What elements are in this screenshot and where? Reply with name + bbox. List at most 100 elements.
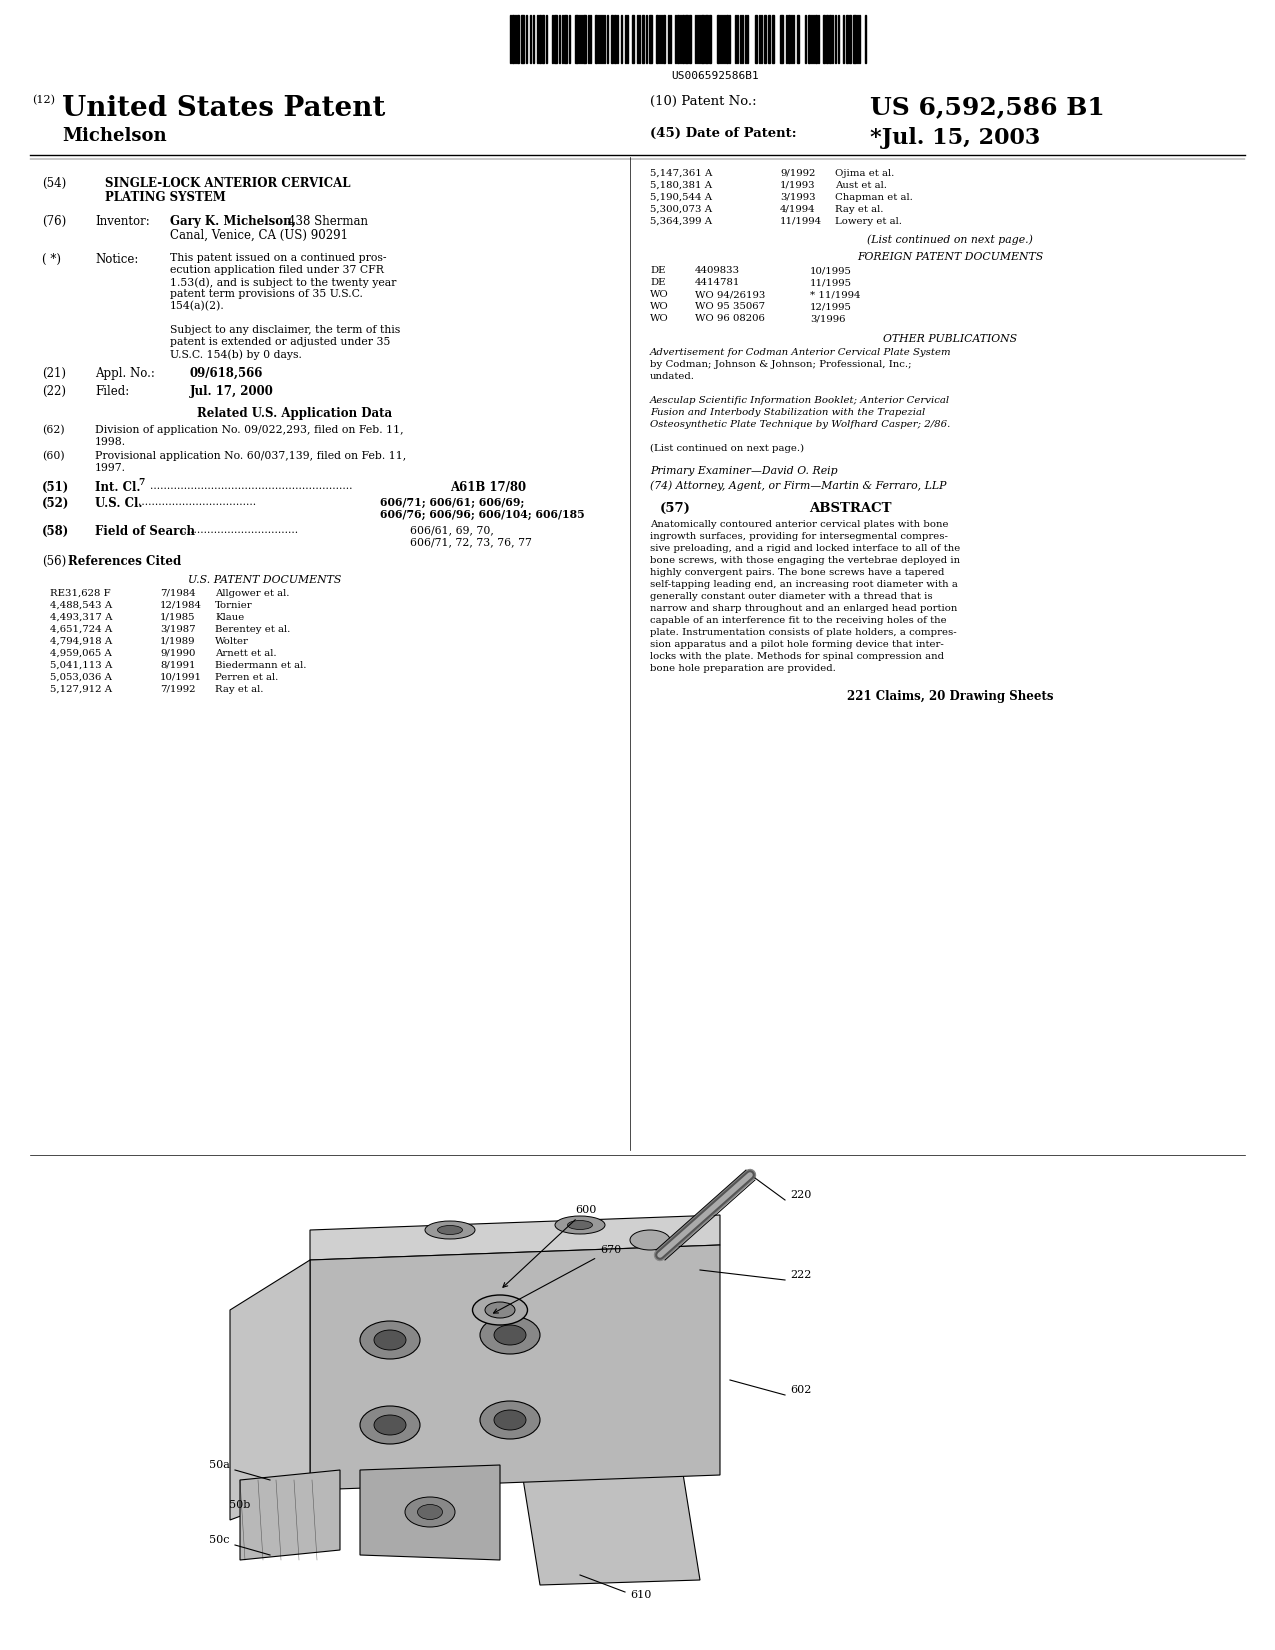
Bar: [780, 15, 783, 63]
Text: ............................................................: ........................................…: [150, 482, 352, 492]
Text: U.S. Cl.: U.S. Cl.: [96, 497, 143, 510]
Text: 5,300,073 A: 5,300,073 A: [650, 205, 713, 214]
Bar: [701, 15, 704, 63]
Text: 8/1991: 8/1991: [159, 662, 195, 670]
Text: 50a: 50a: [209, 1460, 230, 1470]
Text: This patent issued on a continued pros-: This patent issued on a continued pros-: [170, 252, 386, 262]
Text: ...................................: ...................................: [180, 525, 298, 535]
Text: 10/1995: 10/1995: [810, 266, 852, 276]
Text: 4,794,918 A: 4,794,918 A: [50, 637, 112, 647]
Text: 4,959,065 A: 4,959,065 A: [50, 648, 112, 658]
Text: 606/71; 606/61; 606/69;: 606/71; 606/61; 606/69;: [380, 497, 524, 508]
Ellipse shape: [567, 1221, 593, 1229]
Text: Ojima et al.: Ojima et al.: [835, 168, 894, 178]
Bar: [649, 15, 652, 63]
Bar: [663, 15, 666, 63]
Text: Primary Examiner—David O. Reip: Primary Examiner—David O. Reip: [650, 465, 838, 475]
Text: WO: WO: [650, 302, 669, 310]
Polygon shape: [310, 1246, 720, 1490]
Ellipse shape: [479, 1317, 541, 1355]
Text: 9/1992: 9/1992: [780, 168, 816, 178]
Text: Fusion and Interbody Stabilization with the Trapezial: Fusion and Interbody Stabilization with …: [650, 408, 926, 417]
Polygon shape: [230, 1261, 310, 1520]
Bar: [583, 15, 587, 63]
Text: DE: DE: [650, 266, 666, 276]
Text: plate. Instrumentation consists of plate holders, a compres-: plate. Instrumentation consists of plate…: [650, 629, 956, 637]
Polygon shape: [520, 1455, 700, 1586]
Ellipse shape: [473, 1295, 528, 1325]
Text: Filed:: Filed:: [96, 384, 129, 398]
Text: Subject to any disclaimer, the term of this: Subject to any disclaimer, the term of t…: [170, 325, 400, 335]
Text: ingrowth surfaces, providing for intersegmental compres-: ingrowth surfaces, providing for interse…: [650, 531, 947, 541]
Bar: [822, 15, 825, 63]
Text: 5,053,036 A: 5,053,036 A: [50, 673, 112, 681]
Bar: [513, 15, 514, 63]
Ellipse shape: [493, 1411, 527, 1431]
Ellipse shape: [405, 1497, 455, 1526]
Bar: [685, 15, 689, 63]
Bar: [688, 15, 691, 63]
Bar: [717, 15, 719, 63]
Text: WO 94/26193: WO 94/26193: [695, 290, 765, 299]
Text: US006592586B1: US006592586B1: [671, 71, 759, 81]
Text: FOREIGN PATENT DOCUMENTS: FOREIGN PATENT DOCUMENTS: [857, 252, 1043, 262]
Text: generally constant outer diameter with a thread that is: generally constant outer diameter with a…: [650, 592, 932, 601]
Text: PLATING SYSTEM: PLATING SYSTEM: [105, 191, 226, 205]
Polygon shape: [240, 1470, 340, 1559]
Bar: [677, 15, 680, 63]
Text: Related U.S. Application Data: Related U.S. Application Data: [198, 408, 393, 421]
Bar: [797, 15, 799, 63]
Text: 154(a)(2).: 154(a)(2).: [170, 300, 224, 312]
Text: U.S. PATENT DOCUMENTS: U.S. PATENT DOCUMENTS: [189, 574, 342, 586]
Polygon shape: [360, 1465, 500, 1559]
Text: 5,041,113 A: 5,041,113 A: [50, 662, 112, 670]
Text: 9/1990: 9/1990: [159, 648, 195, 658]
Bar: [847, 15, 848, 63]
Text: Wolter: Wolter: [215, 637, 249, 647]
Bar: [755, 15, 757, 63]
Text: 600: 600: [502, 1204, 597, 1287]
Bar: [829, 15, 831, 63]
Text: Division of application No. 09/022,293, filed on Feb. 11,: Division of application No. 09/022,293, …: [96, 426, 404, 436]
Bar: [657, 15, 658, 63]
Text: ( *): ( *): [42, 252, 61, 266]
Text: Appl. No.:: Appl. No.:: [96, 366, 154, 380]
Ellipse shape: [437, 1226, 463, 1234]
Text: (List continued on next page.): (List continued on next page.): [867, 234, 1033, 244]
Bar: [768, 15, 770, 63]
Bar: [564, 15, 567, 63]
Text: Int. Cl.: Int. Cl.: [96, 482, 140, 493]
Text: WO: WO: [650, 314, 669, 323]
Text: Perren et al.: Perren et al.: [215, 673, 278, 681]
Ellipse shape: [555, 1216, 606, 1234]
Bar: [705, 15, 708, 63]
Text: Lowery et al.: Lowery et al.: [835, 218, 901, 226]
Text: 7/1984: 7/1984: [159, 589, 195, 597]
Text: 3/1987: 3/1987: [159, 625, 195, 634]
Text: 7/1992: 7/1992: [159, 685, 195, 695]
Text: RE31,628 F: RE31,628 F: [50, 589, 111, 597]
Text: 438 Sherman: 438 Sherman: [288, 214, 368, 228]
Text: patent term provisions of 35 U.S.C.: patent term provisions of 35 U.S.C.: [170, 289, 363, 299]
Text: bone hole preparation are provided.: bone hole preparation are provided.: [650, 663, 836, 673]
Text: 4/1994: 4/1994: [780, 205, 816, 214]
Bar: [611, 15, 613, 63]
Text: Notice:: Notice:: [96, 252, 139, 266]
Text: 10/1991: 10/1991: [159, 673, 201, 681]
Text: (54): (54): [42, 177, 66, 190]
Text: * 11/1994: * 11/1994: [810, 290, 861, 299]
Bar: [539, 15, 541, 63]
Text: Chapman et al.: Chapman et al.: [835, 193, 913, 201]
Bar: [643, 15, 644, 63]
Text: (List continued on next page.): (List continued on next page.): [650, 444, 805, 454]
Text: 09/618,566: 09/618,566: [190, 366, 264, 380]
Text: patent is extended or adjusted under 35: patent is extended or adjusted under 35: [170, 337, 390, 346]
Text: (56): (56): [42, 554, 66, 568]
Text: 12/1984: 12/1984: [159, 601, 201, 610]
Text: 5,127,912 A: 5,127,912 A: [50, 685, 112, 695]
Text: Aesculap Scientific Information Booklet; Anterior Cervical: Aesculap Scientific Information Booklet;…: [650, 396, 950, 404]
Text: sive preloading, and a rigid and locked interface to all of the: sive preloading, and a rigid and locked …: [650, 544, 960, 553]
Text: (57): (57): [660, 502, 691, 515]
Text: Ray et al.: Ray et al.: [215, 685, 264, 695]
Ellipse shape: [360, 1406, 419, 1444]
